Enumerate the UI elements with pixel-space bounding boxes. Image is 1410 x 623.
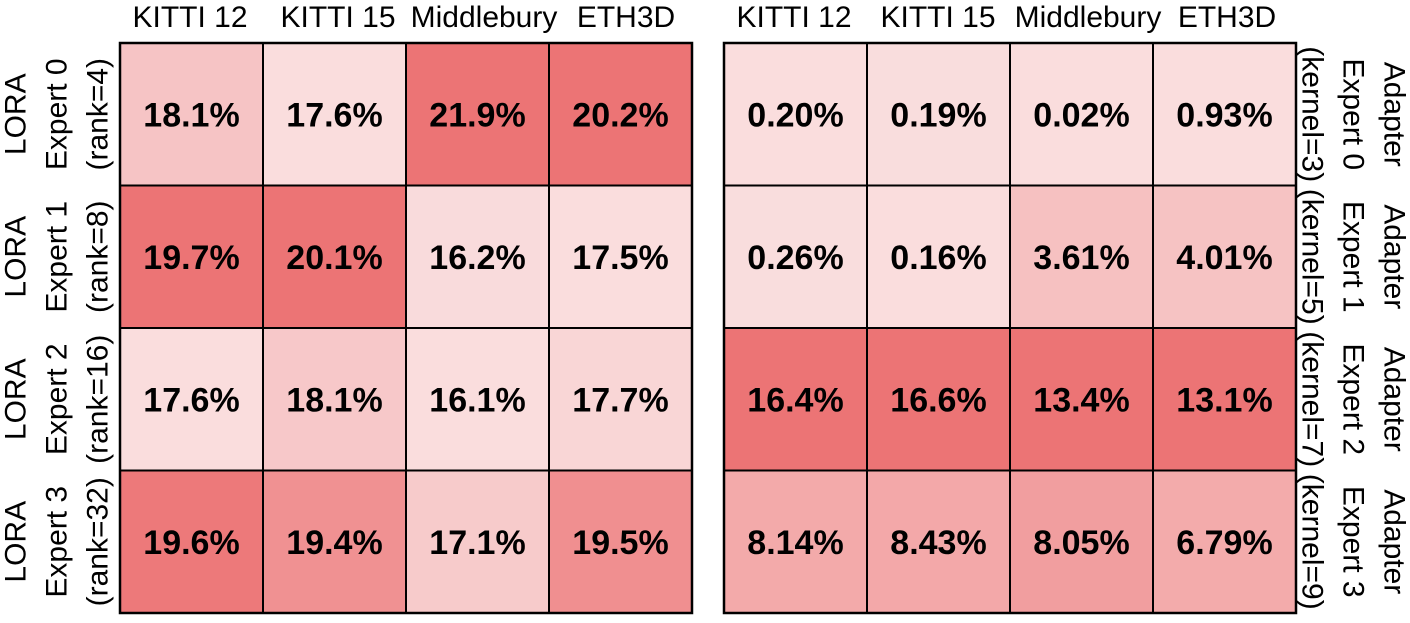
cell-label-1-3-2: 8.05% xyxy=(1033,524,1129,562)
row-label-0-0-1: Expert 0 xyxy=(41,58,74,170)
cell-label-1-3-1: 8.43% xyxy=(890,524,986,562)
cell-label-1-2-3: 13.1% xyxy=(1176,381,1272,419)
row-label-0-1-1: Expert 1 xyxy=(41,201,74,313)
cell-label-0-3-0: 19.6% xyxy=(143,524,239,562)
cell-label-1-2-1: 16.6% xyxy=(890,381,986,419)
column-label-1-1: KITTI 15 xyxy=(880,1,995,34)
cell-label-1-3-0: 8.14% xyxy=(747,524,843,562)
row-label-1-3-1: Expert 3 xyxy=(1337,486,1370,598)
row-label-1-2-1: Expert 2 xyxy=(1337,343,1370,455)
row-label-0-3-2: (rank=32) xyxy=(82,477,115,606)
row-label-1-1-1: Expert 1 xyxy=(1337,201,1370,313)
row-label-1-3-2: (kernel=9) xyxy=(1296,474,1329,610)
cell-label-1-1-1: 0.16% xyxy=(890,239,986,277)
row-label-1-2-2: (kernel=7) xyxy=(1296,331,1329,467)
column-label-0-2: Middlebury xyxy=(411,1,558,34)
cell-label-0-2-1: 18.1% xyxy=(286,381,382,419)
row-label-0-3-1: Expert 3 xyxy=(41,486,74,598)
cell-label-0-2-2: 16.1% xyxy=(429,381,525,419)
cell-label-1-0-0: 0.20% xyxy=(747,96,843,134)
cell-label-0-0-2: 21.9% xyxy=(429,96,525,134)
cell-label-1-1-3: 4.01% xyxy=(1176,239,1272,277)
row-label-0-3-0: LORA xyxy=(0,501,33,583)
row-label-1-1-2: (kernel=5) xyxy=(1296,189,1329,325)
row-label-0-1-2: (rank=8) xyxy=(82,200,115,313)
cell-label-0-1-1: 20.1% xyxy=(286,239,382,277)
cell-label-1-0-1: 0.19% xyxy=(890,96,986,134)
row-label-1-0-0: Adapter xyxy=(1378,62,1410,167)
column-label-0-1: KITTI 15 xyxy=(280,1,395,34)
cell-label-0-1-3: 17.5% xyxy=(572,239,668,277)
row-label-1-1-0: Adapter xyxy=(1378,204,1410,309)
cell-label-1-0-3: 0.93% xyxy=(1176,96,1272,134)
cell-label-1-0-2: 0.02% xyxy=(1033,96,1129,134)
column-label-0-0: KITTI 12 xyxy=(132,1,247,34)
column-label-1-0: KITTI 12 xyxy=(736,1,851,34)
cell-label-1-1-2: 3.61% xyxy=(1033,239,1129,277)
row-label-0-0-0: LORA xyxy=(0,73,33,155)
cell-label-0-2-0: 17.6% xyxy=(143,381,239,419)
cell-label-1-3-3: 6.79% xyxy=(1176,524,1272,562)
row-label-1-0-1: Expert 0 xyxy=(1337,58,1370,170)
row-label-0-0-2: (rank=4) xyxy=(82,58,115,171)
cell-label-1-1-0: 0.26% xyxy=(747,239,843,277)
column-label-1-2: Middlebury xyxy=(1015,1,1162,34)
row-label-1-3-0: Adapter xyxy=(1378,489,1410,594)
cell-label-0-1-0: 19.7% xyxy=(143,239,239,277)
cell-label-0-3-3: 19.5% xyxy=(572,524,668,562)
cell-label-0-0-3: 20.2% xyxy=(572,96,668,134)
row-label-1-2-0: Adapter xyxy=(1378,347,1410,452)
cell-label-0-3-2: 17.1% xyxy=(429,524,525,562)
row-label-1-0-2: (kernel=3) xyxy=(1296,46,1329,182)
cell-label-0-3-1: 19.4% xyxy=(286,524,382,562)
cell-label-1-2-0: 16.4% xyxy=(747,381,843,419)
cell-label-0-1-2: 16.2% xyxy=(429,239,525,277)
cell-label-0-0-0: 18.1% xyxy=(143,96,239,134)
row-label-0-2-2: (rank=16) xyxy=(82,335,115,464)
cell-label-0-0-1: 17.6% xyxy=(286,96,382,134)
row-label-0-1-0: LORA xyxy=(0,216,33,298)
cell-label-0-2-3: 17.7% xyxy=(572,381,668,419)
column-label-1-3: ETH3D xyxy=(1178,1,1276,34)
row-label-0-2-1: Expert 2 xyxy=(41,343,74,455)
column-label-0-3: ETH3D xyxy=(577,1,675,34)
row-label-0-2-0: LORA xyxy=(0,358,33,440)
heatmap-panel-0: 18.1% 17.6% 21.9% 20.2% 19.7% 20.1% 16.2% 17.5%… xyxy=(0,1,692,613)
heatmap-panel-1: 0.20% 0.19% 0.02% 0.93% 0.26% 0.16% 3.61% 4.01%… xyxy=(724,1,1410,613)
cell-label-1-2-2: 13.4% xyxy=(1033,381,1129,419)
